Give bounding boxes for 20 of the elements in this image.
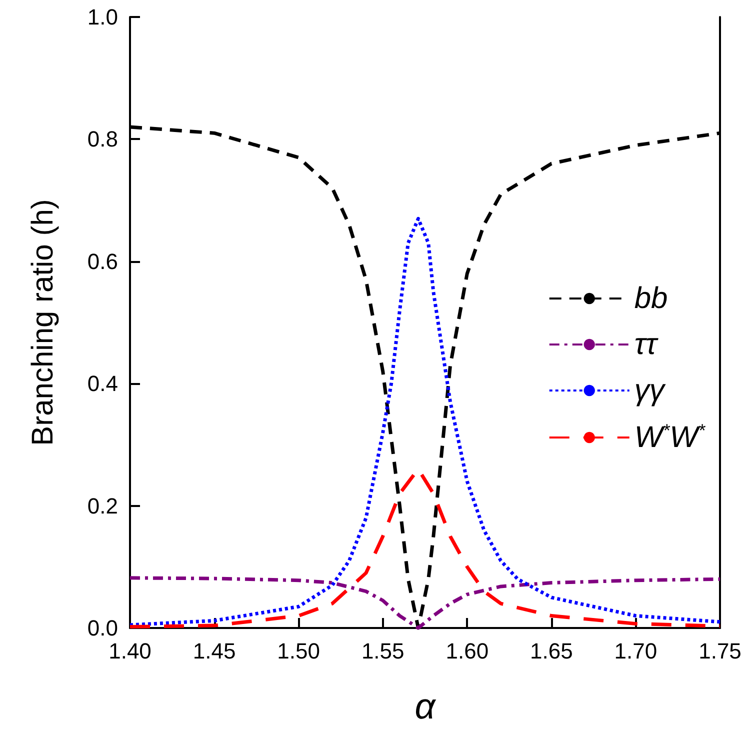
y-tick-label: 1.0 xyxy=(87,4,118,30)
x-tick-label: 1.55 xyxy=(361,638,404,664)
x-tick-label: 1.75 xyxy=(698,638,742,664)
y-tick-label: 0.2 xyxy=(87,493,118,518)
y-tick-label: 0.0 xyxy=(87,616,118,640)
x-tick-label: 1.70 xyxy=(614,638,658,664)
x-tick-label: 1.40 xyxy=(108,638,152,664)
legend-label: ττ xyxy=(634,328,659,361)
legend-label: bb xyxy=(634,282,668,315)
x-tick-label: 1.50 xyxy=(277,638,320,664)
y-axis-title: Branching ratio (h) xyxy=(26,199,60,446)
y-tick-label: 0.4 xyxy=(87,371,118,396)
legend-label: W*W* xyxy=(634,420,706,454)
x-axis-title: α xyxy=(414,686,437,726)
y-tick-label: 0.6 xyxy=(87,248,118,274)
y-tick-label: 0.8 xyxy=(87,126,118,152)
legend-label: γγ xyxy=(634,374,666,407)
x-tick-label: 1.45 xyxy=(192,638,236,664)
x-tick-label: 1.60 xyxy=(446,638,489,664)
x-tick-label: 1.65 xyxy=(530,638,573,664)
